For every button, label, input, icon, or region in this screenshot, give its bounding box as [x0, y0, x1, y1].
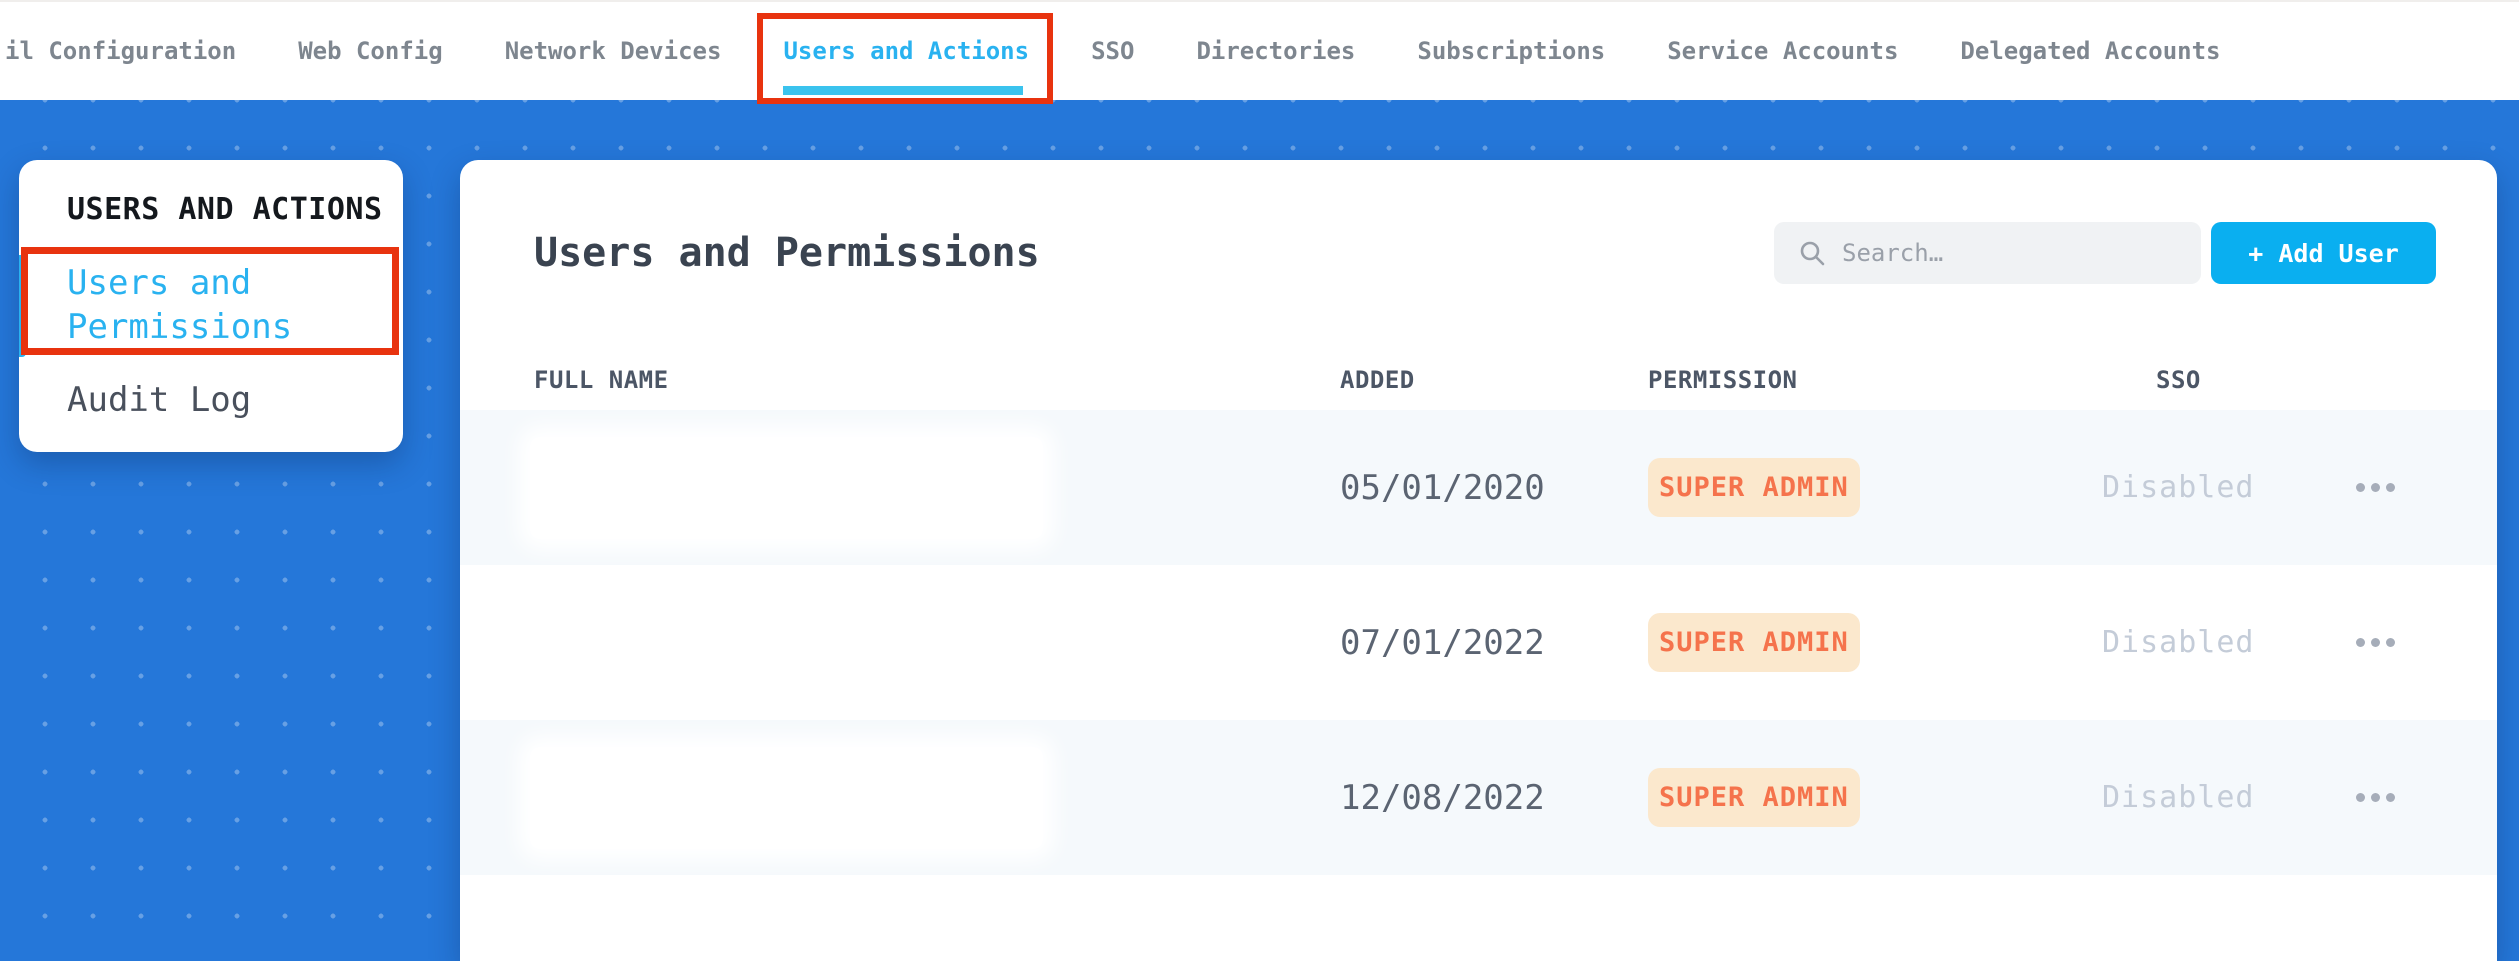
sidebar-card: USERS AND ACTIONS Users and Permissions … [19, 160, 403, 452]
permission-badge: SUPER ADMIN [1648, 768, 1860, 827]
ellipsis-icon [2356, 793, 2365, 802]
column-header-added: ADDED [1340, 366, 1415, 394]
sso-status: Disabled [2102, 625, 2255, 660]
tab-label: Web Config [298, 37, 443, 65]
page-title: Users and Permissions [534, 230, 1040, 276]
actions-cell [2356, 628, 2436, 657]
tab-web-config[interactable]: Web Config [298, 2, 443, 100]
full-name-cell [530, 746, 1340, 849]
tab-service-accounts[interactable]: Service Accounts [1667, 2, 1898, 100]
card-header: Users and Permissions + Add User [460, 160, 2497, 284]
tab-directories[interactable]: Directories [1196, 2, 1355, 100]
tab-label: Users and Actions [783, 37, 1030, 65]
redacted-name-box [530, 591, 1043, 694]
permission-cell: SUPER ADMIN [1648, 458, 2156, 517]
header-actions: + Add User [1774, 222, 2436, 284]
tab-label: Network Devices [504, 37, 722, 65]
ellipsis-icon [2356, 638, 2365, 647]
tab-label: il Configuration [5, 37, 237, 65]
ellipsis-icon [2356, 483, 2365, 492]
tab-label: Delegated Accounts [1960, 37, 2221, 65]
permission-cell: SUPER ADMIN [1648, 613, 2156, 672]
search-box[interactable] [1774, 222, 2201, 284]
added-date: 07/01/2022 [1340, 622, 1545, 663]
tab-sso[interactable]: SSO [1091, 2, 1134, 100]
sidebar-heading: USERS AND ACTIONS [67, 192, 383, 227]
row-menu-button[interactable] [2356, 473, 2395, 502]
added-date: 05/01/2020 [1340, 467, 1545, 508]
main-card: Users and Permissions + Add User FULL NA… [460, 160, 2497, 961]
active-tab-underline [783, 86, 1024, 95]
sidebar-item-label: Audit Log [67, 380, 252, 420]
tab-label: Service Accounts [1667, 37, 1899, 65]
sidebar-item-users-and-permissions[interactable]: Users and Permissions [67, 261, 307, 349]
annotation-highlight-box [757, 13, 1054, 104]
search-icon [1800, 241, 1825, 266]
permission-badge: SUPER ADMIN [1648, 458, 1860, 517]
tab-label: Directories [1196, 37, 1356, 65]
tab-users-and-actions[interactable]: Users and Actions [757, 2, 1054, 104]
table-header-row: FULL NAME ADDED PERMISSION SSO [460, 366, 2497, 410]
table-row: 05/01/2020 SUPER ADMIN Disabled [460, 410, 2497, 565]
active-item-indicator-bar [19, 255, 26, 357]
column-header-sso: SSO [2156, 366, 2201, 394]
tab-network-devices[interactable]: Network Devices [505, 2, 722, 100]
redacted-name-box [530, 746, 1043, 849]
sidebar-menu: Users and Permissions Audit Log [67, 261, 307, 422]
tab-delegated-accounts[interactable]: Delegated Accounts [1960, 2, 2220, 100]
add-user-button[interactable]: + Add User [2211, 222, 2436, 284]
tab-il-configuration[interactable]: il Configuration [5, 2, 236, 100]
column-header-full-name: FULL NAME [534, 366, 669, 394]
sidebar-item-label: Users and Permissions [67, 263, 293, 347]
actions-cell [2356, 473, 2436, 502]
row-menu-button[interactable] [2356, 783, 2395, 812]
table-row: 12/08/2022 SUPER ADMIN Disabled [460, 720, 2497, 875]
added-date: 12/08/2022 [1340, 777, 1545, 818]
table-row: 07/01/2022 SUPER ADMIN Disabled [460, 565, 2497, 720]
sso-status: Disabled [2102, 780, 2255, 815]
top-navigation: il Configuration Web Config Network Devi… [0, 0, 2519, 104]
full-name-cell [530, 591, 1340, 694]
tab-label: SSO [1091, 37, 1135, 65]
table-body: 05/01/2020 SUPER ADMIN Disabled 07/01/20… [460, 410, 2497, 875]
permission-cell: SUPER ADMIN [1648, 768, 2156, 827]
redacted-name-box [530, 436, 1043, 539]
permission-badge: SUPER ADMIN [1648, 613, 1860, 672]
search-input[interactable] [1840, 238, 2174, 268]
tab-subscriptions[interactable]: Subscriptions [1417, 2, 1605, 100]
row-menu-button[interactable] [2356, 628, 2395, 657]
tab-label: Subscriptions [1417, 37, 1606, 65]
actions-cell [2356, 783, 2436, 812]
full-name-cell [530, 436, 1340, 539]
column-header-permission: PERMISSION [1648, 366, 1798, 394]
sidebar-item-audit-log[interactable]: Audit Log [67, 378, 307, 422]
sso-status: Disabled [2102, 470, 2255, 505]
